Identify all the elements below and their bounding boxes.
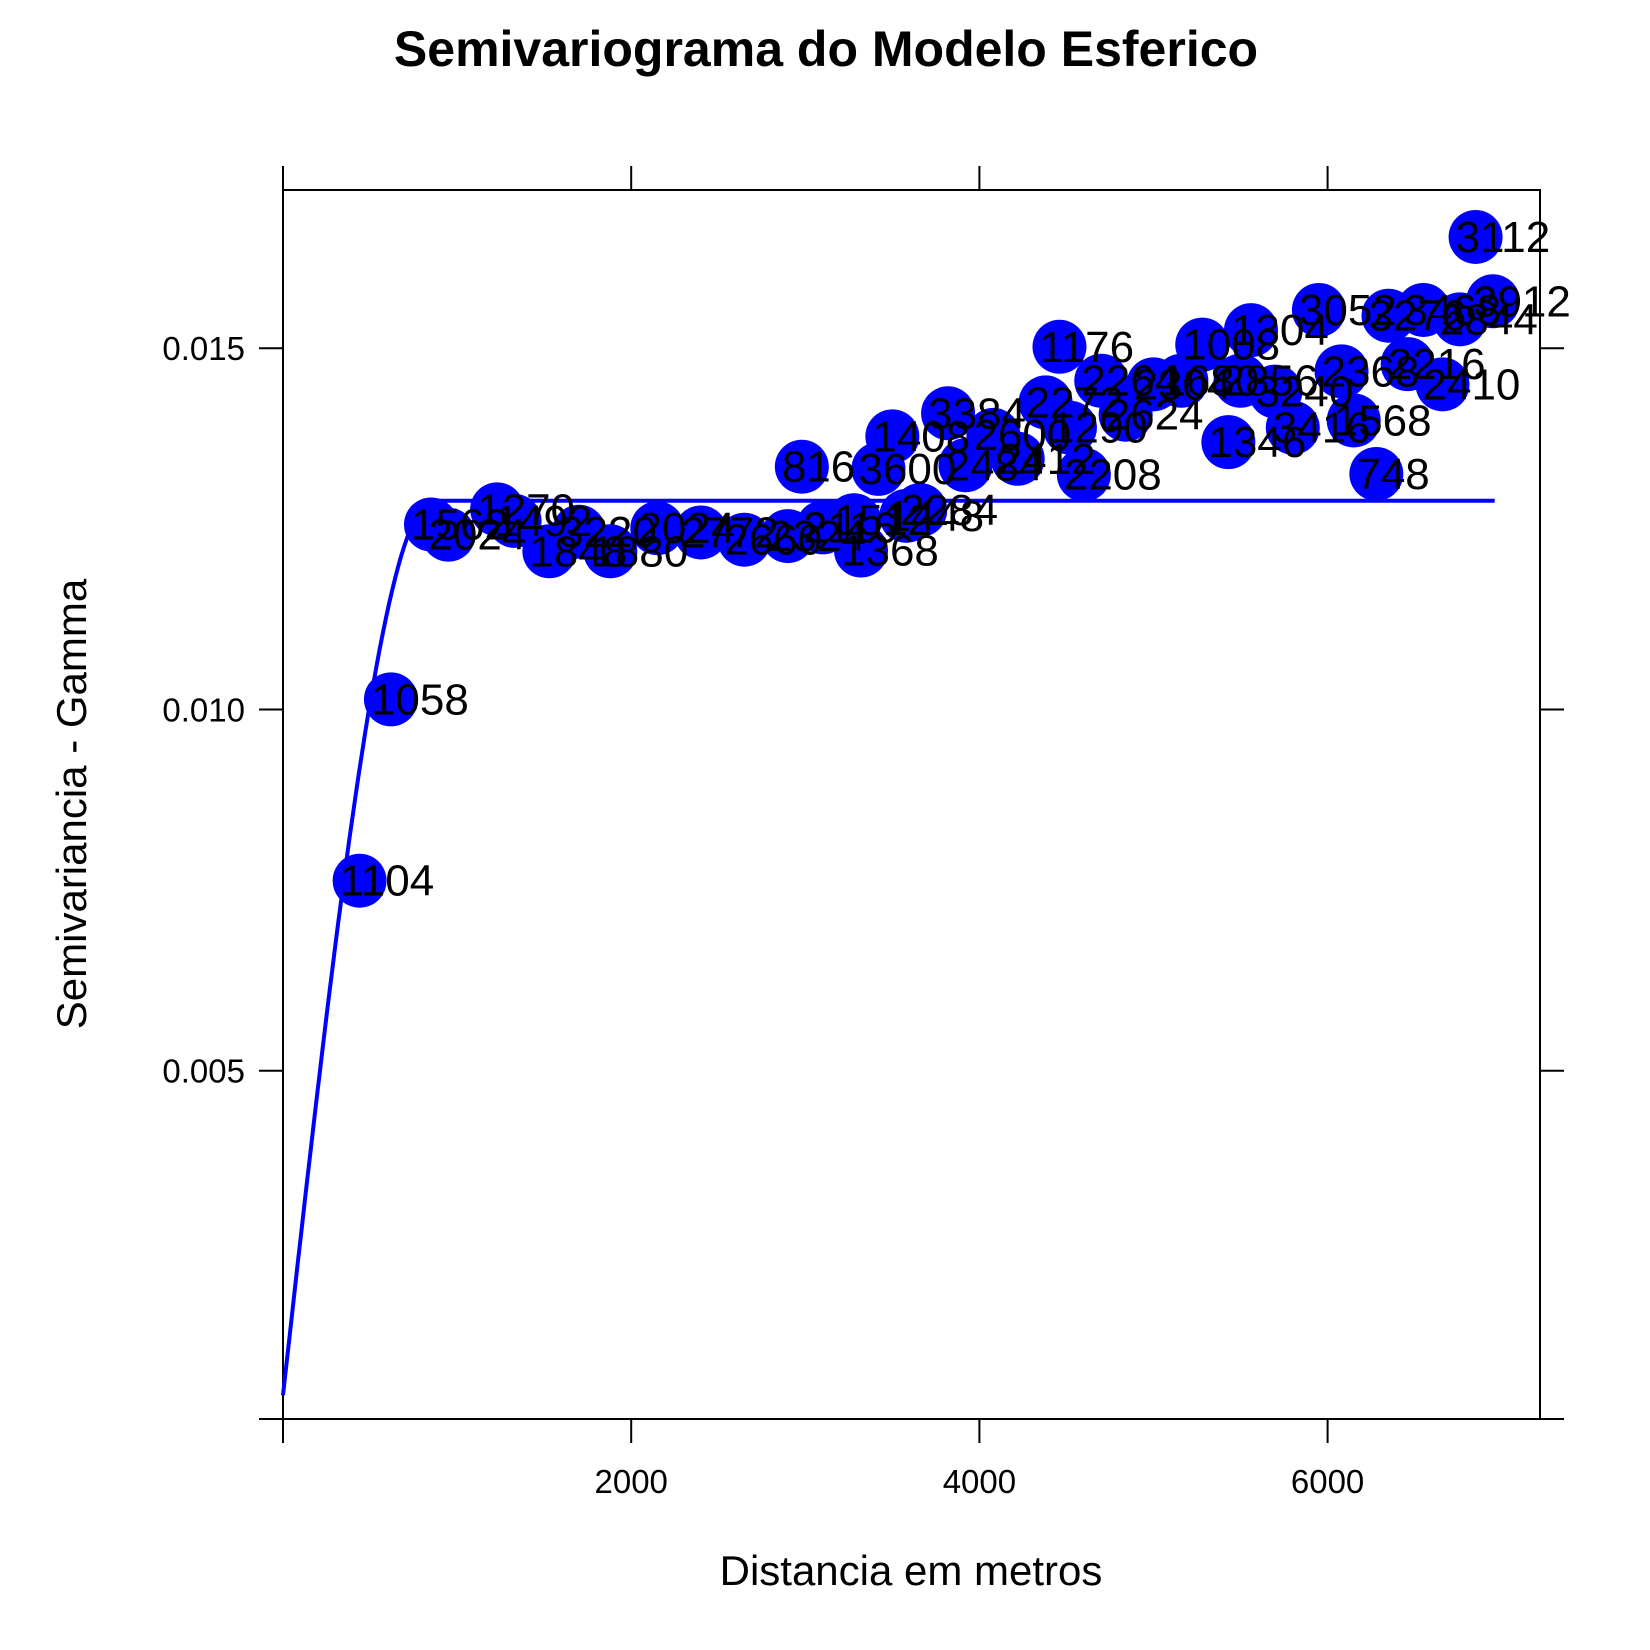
data-point xyxy=(990,431,1045,486)
point-label: 1512 xyxy=(834,496,932,545)
point-label: 3240 xyxy=(1255,368,1353,417)
point-label: 1346 xyxy=(1208,418,1306,467)
point-label: 1880 xyxy=(590,527,688,576)
point-label: 2272 xyxy=(1026,378,1124,427)
point-label: 2844 xyxy=(1440,295,1538,344)
point-label: 2856 xyxy=(1221,357,1319,406)
data-point xyxy=(1042,400,1097,455)
point-label: 2412 xyxy=(998,435,1096,484)
data-point xyxy=(630,501,685,556)
point-label: 1848 xyxy=(529,527,627,576)
point-label: 2484 xyxy=(945,441,1043,490)
x-axis-label: Distancia em metros xyxy=(720,1547,1103,1594)
data-point xyxy=(1326,393,1381,448)
point-label: 1408 xyxy=(872,412,970,461)
point-label: 748 xyxy=(1356,450,1429,499)
spherical-model-line xyxy=(281,498,1495,1396)
data-point xyxy=(774,439,829,494)
point-label: 1448 xyxy=(886,492,984,541)
data-point xyxy=(1291,282,1346,337)
x-tick-label: 6000 xyxy=(1291,1463,1364,1500)
point-label: 2024 xyxy=(428,511,526,560)
data-point xyxy=(1349,446,1404,501)
data-point xyxy=(1314,344,1369,399)
point-label: 1304 xyxy=(1231,306,1329,355)
point-label: 1562 xyxy=(411,501,509,550)
point-label: 3468 xyxy=(1403,286,1501,335)
point-label: 3276 xyxy=(1369,292,1467,341)
data-point xyxy=(865,409,920,464)
point-labels: 1104105815622024127014921848322018802024… xyxy=(340,213,1571,906)
point-label: 1270 xyxy=(477,485,575,534)
point-label: 1008 xyxy=(1182,321,1280,370)
data-point xyxy=(1201,415,1256,470)
y-axis: 0.005 0.010 0.015 xyxy=(162,330,1564,1090)
point-label: 1104 xyxy=(340,857,435,906)
y-tick-label: 0.010 xyxy=(162,691,245,728)
chart-title: Semivariograma do Modelo Esferico xyxy=(394,21,1258,77)
point-label: 3416 xyxy=(1273,404,1371,453)
data-point xyxy=(893,483,948,538)
y-axis-label: Semivariancia - Gamma xyxy=(48,578,95,1029)
data-point xyxy=(332,853,387,908)
x-tick-label: 2000 xyxy=(594,1463,667,1500)
point-label: 2024 xyxy=(637,504,735,553)
point-label: 2216 xyxy=(1388,340,1486,389)
point-label: 2208 xyxy=(1064,451,1162,500)
point-label: 816 xyxy=(782,443,855,492)
point-label: 2624 xyxy=(1106,391,1204,440)
plot-frame xyxy=(282,189,1541,1420)
data-point xyxy=(673,505,728,560)
data-point xyxy=(1032,319,1087,374)
data-point xyxy=(1465,274,1520,329)
data-point xyxy=(717,512,772,567)
point-label: 2600 xyxy=(973,411,1071,460)
x-axis: 2000 4000 6000 xyxy=(259,166,1564,1500)
y-tick-label: 0.005 xyxy=(162,1053,245,1090)
point-label: 2264 xyxy=(1081,357,1179,406)
data-point xyxy=(583,524,638,579)
point-label: 2116 xyxy=(803,503,898,552)
point-label: 2660 xyxy=(724,516,822,565)
point-label: 2284 xyxy=(900,486,998,535)
data-point xyxy=(487,493,542,548)
point-label: 2304 xyxy=(1133,360,1231,409)
data-point xyxy=(921,386,976,441)
data-point xyxy=(1056,447,1111,502)
data-point xyxy=(1175,317,1230,372)
data-point xyxy=(1265,400,1320,455)
data-point xyxy=(363,672,418,727)
point-label: 1680 xyxy=(1161,357,1259,406)
data-point xyxy=(1415,357,1470,412)
data-point xyxy=(1448,209,1503,264)
point-label: 3600 xyxy=(858,445,956,494)
point-label: 2410 xyxy=(1423,360,1521,409)
point-label: 1058 xyxy=(371,675,469,724)
point-label: 1176 xyxy=(1039,323,1134,372)
point-label: 3052 xyxy=(1299,286,1397,335)
x-tick-label: 4000 xyxy=(943,1463,1016,1500)
y-tick-label: 0.015 xyxy=(162,330,245,367)
point-label: 2324 xyxy=(768,512,866,561)
point-label: 3912 xyxy=(1473,277,1571,326)
point-label: 1368 xyxy=(841,527,939,576)
point-label: 1568 xyxy=(1334,396,1432,445)
point-label: 1492 xyxy=(495,497,593,546)
point-label: 3220 xyxy=(559,508,657,557)
data-point xyxy=(834,523,889,578)
data-point xyxy=(421,507,476,562)
data-point xyxy=(1223,303,1278,358)
point-label: 2368 xyxy=(1322,347,1420,396)
point-label: 3384 xyxy=(928,389,1026,438)
point-label: 3112 xyxy=(1456,213,1551,262)
point-label: 1290 xyxy=(1050,404,1148,453)
data-points xyxy=(332,209,1520,908)
point-label: 2772 xyxy=(681,508,779,557)
